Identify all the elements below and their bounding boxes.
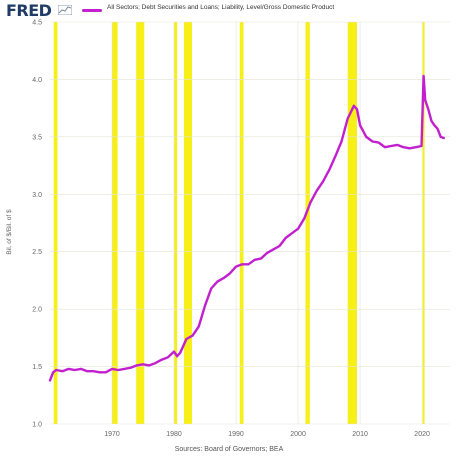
y-tick-label: 1.5	[32, 364, 42, 371]
x-tick-label: 2020	[414, 431, 430, 438]
recession-band	[136, 22, 145, 424]
series-line	[48, 74, 445, 382]
recession-band	[422, 22, 425, 424]
y-axis-ticks: 1.0 1.5 2.0 2.5 3.0 3.5 4.0 4.5	[32, 20, 42, 429]
recession-band	[183, 22, 193, 424]
y-axis-label: Bil. of $/Bil. of $	[6, 209, 13, 255]
x-tick-label: 2000	[290, 431, 306, 438]
x-axis-ticks: 1970 1980 1990 2000 2010 2020	[104, 431, 430, 438]
recession-band	[305, 22, 310, 424]
recession-band	[53, 22, 58, 424]
y-tick-label: 1.0	[32, 422, 42, 429]
x-tick-label: 2010	[352, 431, 368, 438]
y-tick-label: 2.0	[32, 307, 42, 314]
legend-swatch	[82, 9, 102, 12]
recession-band	[347, 22, 357, 424]
fred-logo-icon	[58, 5, 72, 15]
fred-logo: FRED	[6, 1, 52, 20]
y-tick-label: 4.5	[32, 20, 42, 27]
gridlines	[50, 21, 450, 425]
series-layer	[48, 74, 445, 382]
y-tick-label: 2.5	[32, 249, 42, 256]
chart-source: Sources: Board of Governors; BEA	[174, 446, 284, 453]
y-tick-label: 3.5	[32, 134, 42, 141]
chart-header: FRED All Sectors; Debt Securities and Lo…	[0, 0, 458, 20]
recession-band	[239, 22, 244, 424]
x-tick-label: 1990	[228, 431, 244, 438]
recession-band	[174, 22, 178, 424]
x-tick-label: 1980	[166, 431, 182, 438]
legend-label: All Sectors; Debt Securities and Loans; …	[107, 4, 335, 11]
recession-bands	[53, 22, 425, 424]
y-tick-label: 3.0	[32, 192, 42, 199]
recession-band	[112, 22, 118, 424]
y-tick-label: 4.0	[32, 77, 42, 84]
x-tick-label: 1970	[104, 431, 120, 438]
